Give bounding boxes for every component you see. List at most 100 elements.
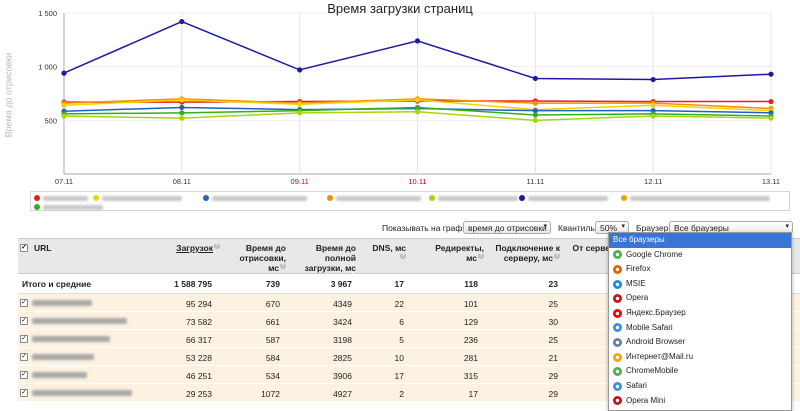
cell-loads: 95 294	[186, 299, 212, 309]
row-url-redacted[interactable]	[32, 354, 94, 360]
cell-render: 661	[265, 317, 280, 327]
legend-item[interactable]	[327, 194, 421, 202]
help-icon[interactable]: ?	[280, 263, 286, 269]
browser-option-label: Safari	[626, 380, 647, 390]
cell-redirects: 17	[468, 389, 478, 399]
legend-item[interactable]	[429, 194, 518, 202]
browser-option[interactable]: Android Browser	[609, 335, 791, 350]
browser-option[interactable]: Firefox	[609, 262, 791, 277]
browser-option[interactable]: Opera Mini	[609, 394, 791, 409]
table-row[interactable]: ✓ 29 253 1072 4927 2 17 29	[18, 384, 800, 402]
cell-redirects: 101	[463, 299, 478, 309]
table-row[interactable]: ✓ 73 582 661 3424 6 129 30	[18, 312, 800, 330]
row-checkbox[interactable]: ✓	[20, 353, 28, 361]
table-row[interactable]: ✓ 53 228 584 2825 10 281 21	[18, 348, 800, 366]
legend-color-dot	[93, 195, 99, 201]
data-point	[650, 113, 656, 119]
legend-item[interactable]	[203, 194, 307, 202]
help-icon[interactable]: ?	[214, 243, 220, 249]
table-row[interactable]: ✓ 95 294 670 4349 22 101 25	[18, 294, 800, 312]
legend-color-dot	[519, 195, 525, 201]
data-point	[179, 110, 185, 116]
browser-option[interactable]: Интернет@Mail.ru	[609, 350, 791, 365]
cell-connect: 29	[548, 371, 558, 381]
col-connect: Подключение к серверу, мс?	[494, 243, 560, 263]
browser-option[interactable]: Все браузеры	[609, 233, 791, 248]
browser-option[interactable]: ChromeMobile	[609, 364, 791, 379]
legend-color-dot	[34, 204, 40, 210]
legend-color-dot	[34, 195, 40, 201]
data-point	[179, 115, 185, 121]
browser-logo-icon	[613, 294, 622, 304]
browser-option-label: Opera Mini	[626, 395, 666, 405]
data-point	[650, 102, 656, 108]
row-checkbox[interactable]: ✓	[20, 317, 28, 325]
data-point	[297, 110, 303, 116]
help-icon[interactable]: ?	[554, 253, 560, 259]
metric-select[interactable]: время до отрисовки ▾	[463, 221, 551, 234]
legend-item[interactable]	[93, 194, 182, 202]
browser-logo-icon	[613, 264, 622, 274]
browser-option[interactable]: Opera	[609, 291, 791, 306]
total-label: Итого и средние	[22, 279, 92, 289]
cell-loads: 46 251	[186, 371, 212, 381]
row-url-redacted[interactable]	[32, 336, 110, 342]
cell-loads: 73 582	[186, 317, 212, 327]
cell-render: 1072	[261, 389, 280, 399]
x-tick-label: 11.11	[527, 177, 545, 186]
browser-option[interactable]: Safari	[609, 379, 791, 394]
legend-color-dot	[203, 195, 209, 201]
row-url-redacted[interactable]	[32, 372, 87, 378]
cell-connect: 25	[548, 335, 558, 345]
row-url-redacted[interactable]	[32, 300, 92, 306]
row-url-redacted[interactable]	[32, 390, 132, 396]
legend-label-redacted	[528, 195, 608, 201]
data-point	[179, 97, 185, 103]
legend-color-dot	[327, 195, 333, 201]
legend-item[interactable]	[34, 194, 88, 202]
cell-dns: 17	[394, 371, 404, 381]
data-point	[61, 102, 67, 108]
browser-option-label: Firefox	[626, 264, 651, 274]
table-total-row: Итого и средние 1 588 795 739 3 967 17 1…	[18, 274, 800, 294]
legend-label-redacted	[43, 195, 88, 201]
x-tick-label: 13.11	[762, 177, 780, 186]
browser-option[interactable]: Mobile Safari	[609, 321, 791, 336]
legend-item[interactable]	[34, 203, 103, 211]
col-loads-label[interactable]: Загрузок	[176, 243, 213, 253]
col-full-label: Время до полной загрузки, мс	[304, 243, 356, 273]
browser-logo-icon	[613, 352, 622, 362]
browser-logo-icon	[613, 337, 622, 347]
legend-color-dot	[621, 195, 627, 201]
cell-dns: 6	[399, 317, 404, 327]
table-row[interactable]: ✓ 46 251 534 3906 17 315 29	[18, 366, 800, 384]
total-redirects: 118	[464, 279, 478, 289]
chart-y-axis-label: Время до отрисовки	[3, 52, 14, 138]
cell-full: 3906	[333, 371, 352, 381]
row-checkbox[interactable]: ✓	[20, 371, 28, 379]
row-checkbox[interactable]: ✓	[20, 299, 28, 307]
browser-option[interactable]: Яндекс.Браузер	[609, 306, 791, 321]
browser-logo-icon	[613, 367, 622, 377]
cell-full: 4349	[333, 299, 352, 309]
data-point	[532, 100, 538, 106]
cell-connect: 30	[548, 317, 558, 327]
col-render-label: Время до отрисовки, мс	[239, 243, 286, 273]
row-url-redacted[interactable]	[32, 318, 127, 324]
browser-option-label: MSIE	[626, 278, 646, 288]
data-point	[414, 104, 421, 111]
browser-option[interactable]: MSIE	[609, 277, 791, 292]
total-loads: 1 588 795	[174, 279, 212, 289]
x-tick-label: 10.11	[408, 177, 426, 186]
table-row[interactable]: ✓ 66 317 587 3198 5 236 25	[18, 330, 800, 348]
legend-item[interactable]	[519, 194, 608, 202]
show-on-chart-label: Показывать на графике:	[382, 223, 479, 233]
row-checkbox[interactable]: ✓	[20, 335, 28, 343]
col-loads[interactable]: Загрузок?	[158, 243, 220, 253]
row-checkbox[interactable]: ✓	[20, 389, 28, 397]
browser-option[interactable]: Google Chrome	[609, 248, 791, 263]
select-all-checkbox[interactable]: ✓	[20, 244, 28, 252]
legend-item[interactable]	[621, 194, 770, 202]
help-icon[interactable]: ?	[400, 253, 406, 259]
help-icon[interactable]: ?	[478, 253, 484, 259]
